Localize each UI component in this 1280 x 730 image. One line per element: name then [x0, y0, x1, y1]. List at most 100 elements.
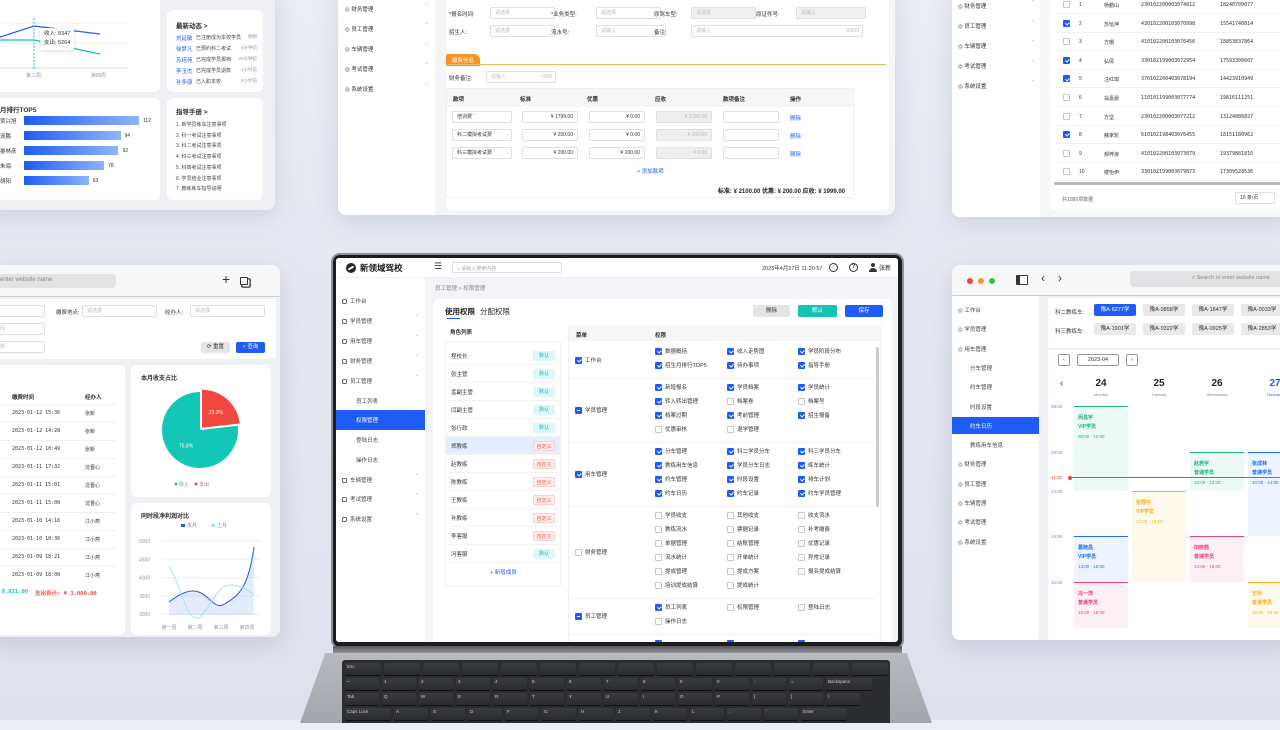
address-bar[interactable]: ⌕ Search or enter website name [1130, 271, 1280, 287]
permission-checkbox-约车管理[interactable]: 约车管理 [655, 475, 687, 484]
key-4[interactable]: 4 [493, 678, 527, 690]
key-J[interactable]: J [616, 708, 650, 720]
checkbox[interactable] [727, 512, 734, 520]
key-H[interactable]: H [579, 708, 613, 720]
calendar-event[interactable]: 田晓茜 普通学员 14:00 - 16:00 [1190, 536, 1244, 582]
sidebar-item-考试管理[interactable]: ◎ 考试管理 [345, 67, 374, 73]
key-L[interactable]: L [690, 708, 724, 720]
car-chip[interactable]: 豫A·6277学 [1094, 304, 1136, 316]
key-P[interactable]: P [715, 693, 749, 705]
calendar-event[interactable]: 闵昌宇 VIP学员 08:00 - 12:00 [1074, 406, 1128, 491]
form-input[interactable]: 请选择 [490, 7, 555, 19]
checkbox[interactable] [727, 582, 734, 590]
checkbox-checked[interactable] [655, 640, 662, 642]
delete-link[interactable]: 删除 [790, 134, 802, 140]
fee-note-input[interactable] [723, 111, 779, 123]
finance-note-input[interactable]: 请输入 0/50 [486, 71, 556, 83]
checkbox[interactable] [798, 526, 805, 534]
key-G[interactable]: G [542, 708, 576, 720]
permission-checkbox-时段设置[interactable]: 时段设置 [727, 475, 759, 484]
role-row[interactable]: 孙教练 自定义 [446, 509, 560, 527]
chevron-down-icon[interactable]: ˇ [426, 44, 428, 50]
checkbox[interactable] [727, 526, 734, 534]
key-blank[interactable] [735, 663, 771, 675]
permission-checkbox-练车统计[interactable]: 练车统计 [798, 461, 830, 470]
checkbox-checked[interactable] [1063, 19, 1070, 27]
sidebar-item-车辆管理[interactable]: ◎ 车辆管理 [345, 47, 374, 53]
theme-icon[interactable]: ⟋ [829, 263, 838, 272]
key-D[interactable]: D [468, 708, 502, 720]
sidebar-item-财务管理[interactable]: ◎ 财务管理 [958, 462, 987, 469]
checkbox[interactable] [798, 554, 805, 562]
checkbox-checked[interactable] [655, 384, 662, 392]
permission-checkbox-票据记录[interactable]: 票据记录 [727, 525, 759, 534]
checkbox[interactable] [727, 568, 734, 576]
query-button[interactable]: ⌕ 查询 [236, 342, 265, 353]
key--[interactable]: - [752, 678, 786, 690]
sidebar-item-教练用车信息[interactable]: 教练用车信息 [970, 443, 1004, 450]
sidebar-item-用车管理[interactable]: ◎ 用车管理 [958, 346, 987, 353]
checkbox-checked[interactable] [655, 362, 662, 370]
key-blank[interactable] [462, 663, 498, 675]
key-Caps Lock[interactable]: Caps Lock [345, 708, 391, 720]
car-chip[interactable]: 豫A·1647学 [1192, 304, 1234, 316]
permission-checkbox-教练流水[interactable]: 教练流水 [655, 525, 687, 534]
permission-checkbox-收入走势图[interactable]: 收入走势图 [727, 347, 765, 356]
guide-item[interactable]: 1. 新学员练车注意事项 [176, 122, 227, 128]
permission-checkbox-提成管理[interactable]: 提成管理 [655, 567, 687, 576]
chevron-down-icon[interactable]: ˇ [426, 84, 428, 90]
fee-discount-input[interactable]: ¥ 0.00 [589, 111, 645, 123]
permission-checkbox-权限管理[interactable]: 权限管理 [727, 603, 759, 612]
checkbox[interactable] [655, 512, 662, 520]
permission-checkbox-收支流水[interactable]: 收支流水 [798, 511, 830, 520]
permission-checkbox-指导手册[interactable]: 指导手册 [798, 361, 830, 370]
key-Tab[interactable]: Tab [345, 693, 379, 705]
filter-select[interactable]: ˇ [0, 305, 45, 317]
calendar-event[interactable]: 赵若宇 普通学员 10:00 - 12:00 [1190, 452, 1244, 491]
table-row[interactable]: 5 汪红琪 370102200403078194 14423910949 [1055, 70, 1280, 89]
checkbox-checked[interactable] [798, 490, 805, 498]
role-row[interactable]: 赵教练 自定义 [446, 455, 560, 473]
permission-checkbox-档案过期[interactable]: 档案过期 [655, 411, 687, 420]
checkbox-checked[interactable] [727, 362, 734, 370]
horizontal-scrollbar[interactable] [1054, 182, 1280, 185]
role-row[interactable]: 张行政 默认 [446, 419, 560, 437]
sidebar-item-工作台[interactable]: 工作台 [342, 297, 367, 305]
table-row[interactable]: 1 杨鹏山 230102200003074812 18240799077 [1055, 0, 1280, 14]
key-F[interactable]: F [505, 708, 539, 720]
menu-checkbox-财务管理[interactable]: 财务管理 [575, 548, 607, 557]
chevron-down-icon[interactable]: ˇ [426, 24, 428, 30]
forward-icon[interactable]: › [1058, 271, 1062, 285]
fee-note-input[interactable] [723, 147, 779, 159]
checkbox[interactable] [655, 554, 662, 562]
checkbox[interactable] [798, 398, 805, 406]
table-row[interactable]: 2 苏恰萍 430102200103070998 15541740814 [1055, 15, 1280, 33]
calendar-event[interactable]: 张翔宇 VIP学员 12:00 - 16:00 [1132, 491, 1186, 582]
sidebar-item-考试管理[interactable]: ◎ 考试管理 [958, 64, 987, 70]
checkbox-checked[interactable] [798, 412, 805, 420]
checkbox-checked[interactable] [798, 384, 805, 392]
key-[[interactable]: [ [752, 693, 786, 705]
checkbox-checked[interactable] [727, 348, 734, 356]
key-5[interactable]: 5 [530, 678, 564, 690]
sidebar-item-用车管理[interactable]: 用车管理 [342, 337, 372, 345]
key-Enter[interactable]: Enter [801, 708, 847, 720]
key-2[interactable]: 2 [419, 678, 453, 690]
car-chip[interactable]: 豫A·2853学 [1241, 323, 1280, 335]
delete-button[interactable]: 删除 [753, 305, 790, 317]
role-row[interactable]: 闫副主管 默认 [446, 401, 560, 419]
permission-checkbox-约车学员管理[interactable]: 约车学员管理 [798, 489, 841, 498]
sidebar-item-约车日历[interactable]: 约车日历 [970, 423, 993, 430]
checkbox-checked[interactable] [1063, 56, 1070, 64]
calendar-event[interactable]: 葛晓昌 VIP学员 14:00 - 16:00 [1074, 536, 1128, 582]
permission-checkbox-退学管理[interactable]: 退学管理 [727, 425, 759, 434]
news-title[interactable]: 最新动态 > [176, 23, 208, 30]
checkbox-checked[interactable] [655, 462, 662, 470]
prev-week-icon[interactable]: ‹ [1060, 378, 1064, 389]
checkbox-indeterminate[interactable] [575, 407, 582, 415]
key-~[interactable]: ~ [345, 678, 379, 690]
key-9[interactable]: 9 [678, 678, 712, 690]
key-W[interactable]: W [419, 693, 453, 705]
chevron-up-icon[interactable]: ˆ [416, 376, 418, 382]
sidebar-item-工作台[interactable]: ◎ 工作台 [958, 308, 981, 314]
